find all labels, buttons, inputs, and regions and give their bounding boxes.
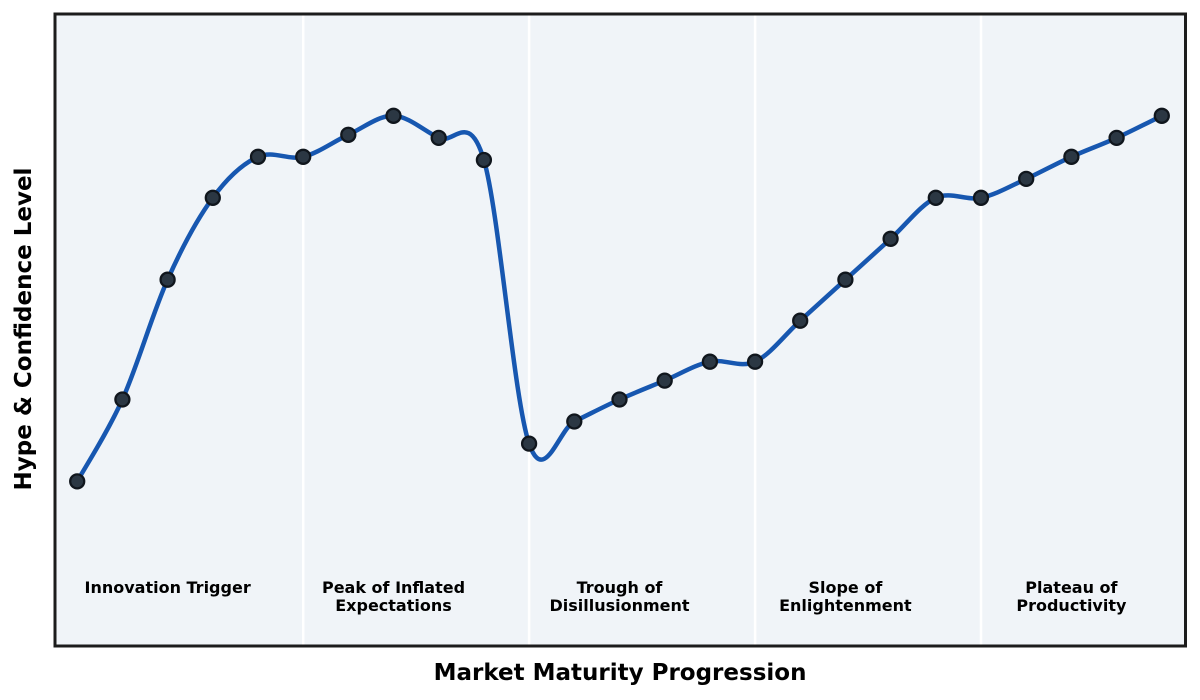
- data-point-marker: [1153, 107, 1170, 124]
- data-point-marker: [1063, 148, 1080, 165]
- phase-label-plateau-of-productivity: Plateau of Productivity: [1016, 578, 1127, 615]
- data-point-marker: [701, 353, 719, 370]
- data-point-marker: [882, 230, 899, 247]
- data-point-marker: [475, 151, 493, 169]
- data-point-marker: [746, 353, 764, 370]
- data-point-marker: [792, 312, 809, 329]
- plot-area-background: [55, 14, 1186, 646]
- data-point-marker: [340, 126, 357, 143]
- x-axis-label: Market Maturity Progression: [433, 660, 807, 686]
- data-point-marker: [837, 271, 854, 288]
- data-point-marker: [295, 148, 312, 165]
- phase-label-slope-of-enlightenment: Slope of Enlightenment: [779, 578, 912, 615]
- data-point-marker: [114, 391, 131, 408]
- axes-frame: [53, 12, 1187, 648]
- data-point-marker: [249, 148, 267, 165]
- data-point-marker: [927, 189, 944, 206]
- data-point-marker: [611, 391, 628, 408]
- data-point-marker: [159, 271, 176, 288]
- y-axis-label: Hype & Confidence Level: [11, 167, 37, 491]
- data-point-marker: [972, 189, 990, 206]
- data-point-marker: [656, 372, 673, 389]
- data-point-marker: [385, 107, 402, 124]
- data-point-marker: [1108, 129, 1125, 147]
- data-point-marker: [520, 435, 538, 452]
- phase-label-peak-of-inflated-expectations: Peak of Inflated Expectations: [321, 578, 466, 615]
- phase-label-trough-of-disillusionment: Trough of Disillusionment: [549, 578, 690, 615]
- data-point-marker: [204, 189, 221, 206]
- data-point-marker: [430, 129, 447, 147]
- phase-label-innovation-trigger: Innovation Trigger: [84, 578, 251, 597]
- data-point-marker: [566, 413, 583, 430]
- data-point-marker: [69, 473, 86, 490]
- data-point-marker: [1018, 170, 1035, 188]
